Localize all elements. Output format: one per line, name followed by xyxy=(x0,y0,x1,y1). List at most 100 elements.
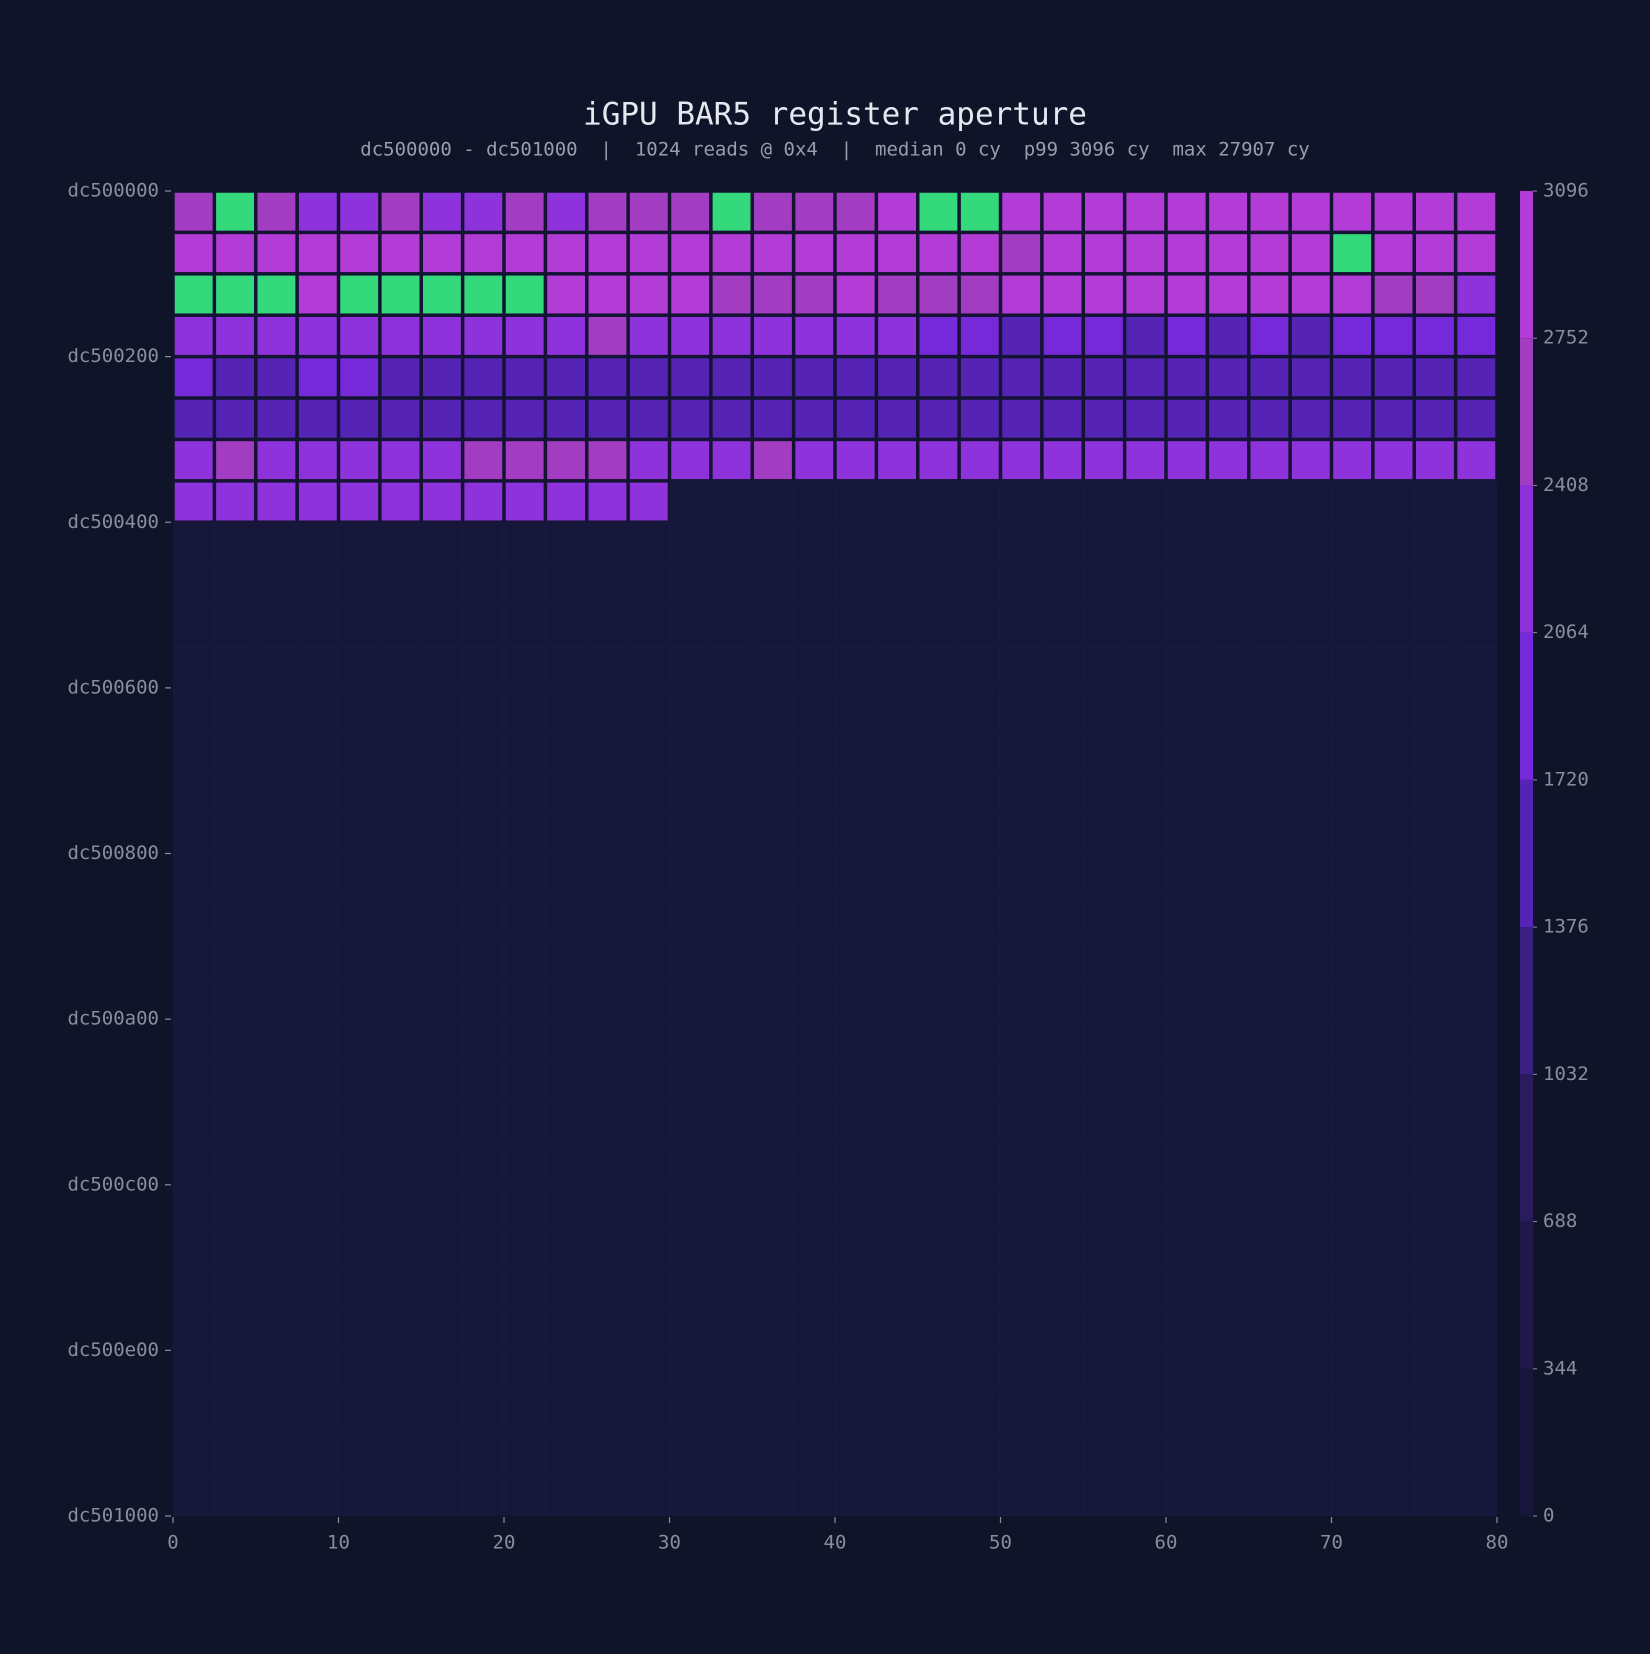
heat-cell xyxy=(380,481,421,522)
empty-cell xyxy=(587,1475,628,1516)
empty-cell xyxy=(587,1268,628,1309)
empty-cell xyxy=(794,1350,835,1392)
empty-cell xyxy=(256,936,297,978)
empty-cell xyxy=(214,688,256,729)
heat-cell xyxy=(1083,398,1125,440)
heat-cell xyxy=(835,356,877,398)
heat-cell xyxy=(421,274,463,315)
empty-cell xyxy=(1125,1433,1166,1475)
heat-cell xyxy=(1290,191,1332,233)
empty-cell xyxy=(1125,1102,1166,1143)
y-tick-label: dc500800 xyxy=(67,842,159,864)
heat-cell xyxy=(1000,274,1042,315)
empty-cell xyxy=(959,688,1000,729)
colorbar-band xyxy=(1520,779,1533,928)
empty-cell xyxy=(918,729,959,771)
heat-cell xyxy=(587,356,628,398)
y-tick-label: dc500400 xyxy=(67,511,159,533)
empty-cell xyxy=(463,1392,504,1433)
empty-cell xyxy=(587,1350,628,1392)
empty-cell xyxy=(587,688,628,729)
empty-cell xyxy=(421,646,463,688)
empty-cell xyxy=(339,1143,380,1185)
empty-cell xyxy=(421,1433,463,1475)
empty-cell xyxy=(1249,1226,1290,1268)
empty-cell xyxy=(587,1392,628,1433)
heat-cell xyxy=(1124,356,1166,398)
empty-cell xyxy=(1414,688,1456,729)
empty-cell xyxy=(628,1350,669,1392)
empty-cell xyxy=(173,1061,214,1102)
heat-cell xyxy=(256,191,297,233)
empty-cell xyxy=(463,1433,504,1475)
heat-cell xyxy=(462,191,504,233)
empty-cell xyxy=(794,605,835,646)
empty-cell xyxy=(545,1143,587,1185)
heat-cell xyxy=(545,191,587,233)
empty-cell xyxy=(835,1475,876,1516)
empty-cell xyxy=(421,1019,463,1061)
empty-cell xyxy=(339,1433,380,1475)
empty-cell xyxy=(628,895,669,936)
empty-cell xyxy=(339,1185,380,1226)
empty-cell xyxy=(1001,481,1042,522)
empty-cell xyxy=(918,522,959,564)
empty-cell xyxy=(173,895,214,936)
empty-cell xyxy=(1207,1102,1249,1143)
empty-cell xyxy=(752,936,794,978)
empty-cell xyxy=(1207,1350,1249,1392)
empty-cell xyxy=(1290,481,1331,522)
empty-cell xyxy=(1373,1226,1414,1268)
empty-cell xyxy=(670,812,711,853)
empty-cell xyxy=(1042,1102,1083,1143)
empty-cell xyxy=(214,895,256,936)
empty-cell xyxy=(1166,564,1207,605)
empty-cell xyxy=(918,1102,959,1143)
empty-cell xyxy=(918,646,959,688)
empty-cell xyxy=(628,1019,669,1061)
colorbar-band xyxy=(1520,1221,1533,1369)
empty-cell xyxy=(1166,1268,1207,1309)
empty-cell xyxy=(918,605,959,646)
x-tick-label: 80 xyxy=(1486,1532,1509,1554)
empty-cell xyxy=(339,605,380,646)
empty-cell xyxy=(1207,812,1249,853)
empty-cell xyxy=(1042,564,1083,605)
empty-cell xyxy=(587,605,628,646)
empty-cell xyxy=(380,1475,421,1516)
empty-cell xyxy=(297,605,338,646)
empty-cell xyxy=(545,1185,587,1226)
empty-cell xyxy=(421,729,463,771)
heat-cell xyxy=(1166,439,1208,481)
empty-cell xyxy=(339,936,380,978)
empty-cell xyxy=(380,1309,421,1350)
empty-cell xyxy=(835,481,876,522)
empty-cell xyxy=(587,1102,628,1143)
empty-cell xyxy=(504,1268,545,1309)
heat-cell xyxy=(628,191,670,233)
empty-cell xyxy=(918,564,959,605)
heat-cell xyxy=(545,481,587,522)
empty-cell xyxy=(256,895,297,936)
empty-cell xyxy=(1042,936,1083,978)
empty-cell xyxy=(1166,1475,1207,1516)
empty-cell xyxy=(1207,605,1249,646)
empty-cell xyxy=(1290,1433,1331,1475)
heat-cell xyxy=(1414,439,1456,481)
empty-cell xyxy=(1456,729,1497,771)
empty-cell xyxy=(1414,1268,1456,1309)
empty-cell xyxy=(380,1185,421,1226)
empty-cell xyxy=(545,688,587,729)
heat-cell xyxy=(297,315,339,357)
empty-cell xyxy=(1290,1350,1331,1392)
empty-cell xyxy=(918,1143,959,1185)
empty-cell xyxy=(628,1475,669,1516)
empty-cell xyxy=(835,1226,876,1268)
empty-cell xyxy=(876,564,918,605)
empty-cell xyxy=(1249,1309,1290,1350)
empty-cell xyxy=(1207,978,1249,1019)
empty-cell xyxy=(1042,1268,1083,1309)
empty-cell xyxy=(876,1019,918,1061)
empty-cell xyxy=(1166,481,1207,522)
empty-cell xyxy=(794,1019,835,1061)
